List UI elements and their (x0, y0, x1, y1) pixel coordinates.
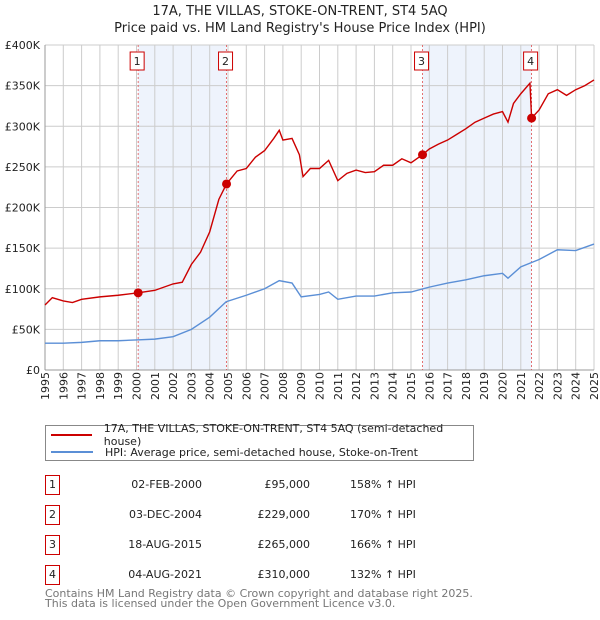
sale-date: 03-DEC-2004 (128, 508, 202, 521)
legend: 17A, THE VILLAS, STOKE-ON-TRENT, ST4 5AQ… (45, 422, 474, 461)
legend-item-property: 17A, THE VILLAS, STOKE-ON-TRENT, ST4 5AQ… (46, 422, 473, 448)
sale-price: £310,000 (257, 568, 311, 581)
x-tick-label: 2017 (442, 372, 455, 400)
x-tick-label: 2012 (350, 372, 363, 400)
sale-date: 18-AUG-2015 (128, 538, 202, 551)
footer-line: This data is licensed under the Open Gov… (45, 597, 396, 610)
x-tick-label: 2025 (588, 372, 600, 400)
sale-point (133, 288, 143, 298)
x-tick-label: 1999 (112, 372, 125, 400)
sale-price: £229,000 (257, 508, 311, 521)
sale-hpi-change: 170% ↑ HPI (350, 508, 416, 521)
x-tick-label: 2001 (149, 372, 162, 400)
x-tick-label: 2021 (515, 372, 528, 400)
sale-marker-label: 3 (418, 55, 425, 68)
sale-hpi-change: 166% ↑ HPI (350, 538, 416, 551)
legend-label: HPI: Average price, semi-detached house,… (105, 445, 418, 459)
sale-marker-box (129, 51, 145, 71)
sale-date: 02-FEB-2000 (131, 478, 202, 491)
chart-subtitle: Price paid vs. HM Land Registry's House … (114, 21, 486, 36)
x-tick-label: 2005 (222, 372, 235, 400)
sale-marker-box (218, 51, 234, 71)
red-line-swatch (51, 434, 92, 436)
chart-title: 17A, THE VILLAS, STOKE-ON-TRENT, ST4 5AQ (152, 4, 448, 19)
sale-number: 3 (45, 535, 60, 555)
footer-line: Contains HM Land Registry data © Crown c… (45, 587, 473, 600)
legend-item-hpi: HPI: Average price, semi-detached house,… (46, 444, 418, 460)
x-tick-label: 2009 (295, 372, 308, 400)
x-tick-label: 2018 (460, 372, 473, 400)
y-tick-label: £50K (12, 323, 41, 336)
y-tick-label: £100K (5, 283, 41, 296)
x-tick-label: 2011 (332, 372, 345, 400)
x-tick-label: 2023 (551, 372, 564, 400)
y-tick-label: £400K (5, 39, 41, 52)
x-tick-label: 2013 (368, 372, 381, 400)
y-tick-label: £200K (5, 202, 41, 215)
x-tick-label: 2002 (167, 372, 180, 400)
sale-date: 04-AUG-2021 (128, 568, 202, 581)
footer: Contains HM Land Registry data © Crown c… (45, 587, 473, 610)
x-tick-label: 2010 (314, 372, 327, 400)
legend-label: 17A, THE VILLAS, STOKE-ON-TRENT, ST4 5AQ… (103, 422, 444, 448)
x-tick-label: 2019 (478, 372, 491, 400)
sale-marker-label: 1 (134, 55, 141, 68)
sale-number: 1 (45, 475, 60, 495)
x-tick-label: 2024 (570, 372, 583, 400)
x-tick-label: 2003 (185, 372, 198, 400)
y-tick-label: £150K (5, 242, 41, 255)
sale-price: £95,000 (264, 478, 311, 491)
sale-point (418, 150, 428, 160)
x-tick-label: 2015 (405, 372, 418, 400)
y-tick-label: £350K (5, 80, 41, 93)
x-tick-label: 2022 (533, 372, 546, 400)
blue-line-swatch (51, 451, 93, 453)
sale-point (222, 179, 232, 189)
x-tick-label: 1996 (57, 372, 70, 400)
x-tick-label: 2016 (423, 372, 436, 400)
sale-number: 2 (45, 505, 60, 525)
property-price-line (44, 79, 595, 306)
sale-point (527, 113, 537, 123)
price-chart: 1995 1996 1997 1998 1999 2000 2001 2002 2003 2004… (5, 39, 600, 400)
sale-hpi-change: 132% ↑ HPI (350, 568, 416, 581)
x-tick-label: 2008 (277, 372, 290, 400)
y-tick-label: £300K (5, 120, 41, 133)
x-tick-label: 1995 (39, 372, 52, 400)
sale-marker-box (414, 51, 430, 71)
sale-marker-box (523, 51, 539, 71)
x-tick-label: 1998 (94, 372, 107, 400)
sale-marker-label: 4 (527, 55, 534, 68)
x-tick-label: 2020 (497, 372, 510, 400)
y-tick-label: £250K (5, 161, 41, 174)
x-tick-label: 2007 (259, 372, 272, 400)
sale-marker-label: 2 (222, 55, 229, 68)
x-tick-label: 1997 (76, 372, 89, 400)
x-tick-label: 2000 (131, 372, 144, 400)
x-tick-label: 2006 (240, 372, 253, 400)
x-tick-label: 2014 (387, 372, 400, 400)
sale-price: £265,000 (257, 538, 311, 551)
sale-number: 4 (45, 565, 60, 585)
hpi-line (45, 243, 595, 344)
sale-hpi-change: 158% ↑ HPI (350, 478, 416, 491)
y-tick-label: £0 (26, 364, 40, 377)
x-tick-label: 2004 (204, 372, 217, 400)
